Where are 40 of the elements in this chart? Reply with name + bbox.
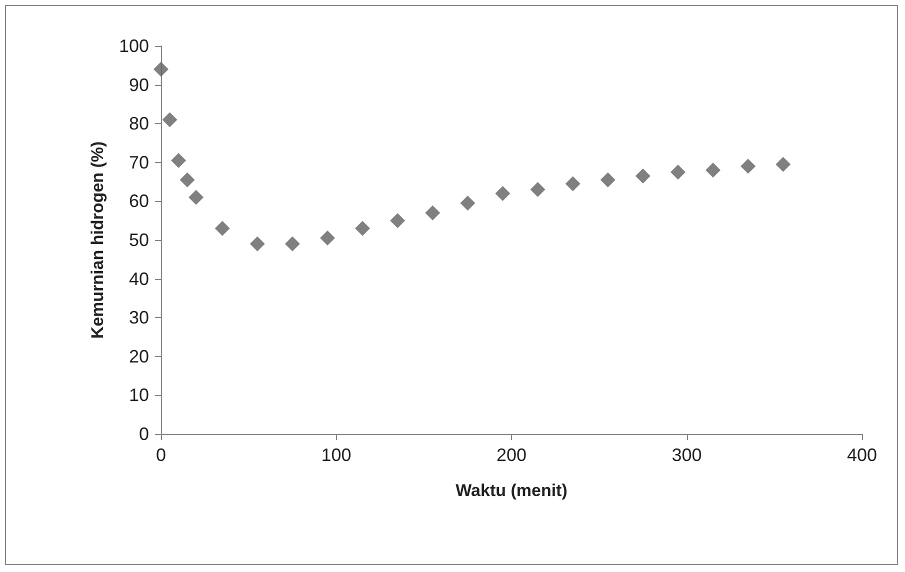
point bbox=[284, 236, 300, 252]
x-tick-label: 400 bbox=[846, 445, 878, 465]
x-tick-label: 200 bbox=[496, 445, 527, 465]
point bbox=[635, 168, 650, 184]
x-tick-label: 0 bbox=[156, 445, 166, 465]
point bbox=[355, 220, 370, 236]
point bbox=[154, 62, 168, 77]
y-tick-label: 30 bbox=[128, 308, 149, 328]
y-tick-label: 20 bbox=[128, 346, 149, 366]
point bbox=[706, 162, 721, 178]
point bbox=[565, 176, 580, 192]
y-tick-label: 50 bbox=[128, 230, 149, 250]
point bbox=[180, 172, 195, 188]
y-tick-label: 60 bbox=[128, 191, 149, 212]
point bbox=[600, 172, 616, 188]
y-tick-label: 90 bbox=[128, 74, 149, 95]
y-tick-label: 70 bbox=[128, 152, 149, 172]
y-tick-label: 40 bbox=[128, 268, 149, 289]
point bbox=[250, 236, 265, 252]
y-tick-label: 80 bbox=[128, 114, 149, 134]
point bbox=[740, 158, 756, 174]
point bbox=[495, 186, 510, 201]
point bbox=[670, 164, 686, 180]
x-axis-title: Waktu (menit) bbox=[456, 481, 568, 500]
point bbox=[460, 196, 476, 211]
point bbox=[214, 220, 230, 236]
x-tick-label: 300 bbox=[672, 445, 702, 465]
y-tick-label: 10 bbox=[128, 385, 149, 406]
x-tick-label: 100 bbox=[321, 445, 352, 465]
point bbox=[425, 205, 440, 220]
y-tick-label: 100 bbox=[118, 36, 149, 56]
point bbox=[162, 112, 178, 128]
point bbox=[390, 213, 406, 228]
point bbox=[320, 230, 335, 246]
y-axis-title: Kemurnian hidrogen (%) bbox=[88, 141, 107, 339]
point bbox=[530, 182, 546, 198]
point bbox=[171, 152, 186, 168]
y-tick-label: 0 bbox=[138, 424, 149, 444]
point bbox=[776, 156, 791, 172]
point bbox=[188, 190, 204, 205]
